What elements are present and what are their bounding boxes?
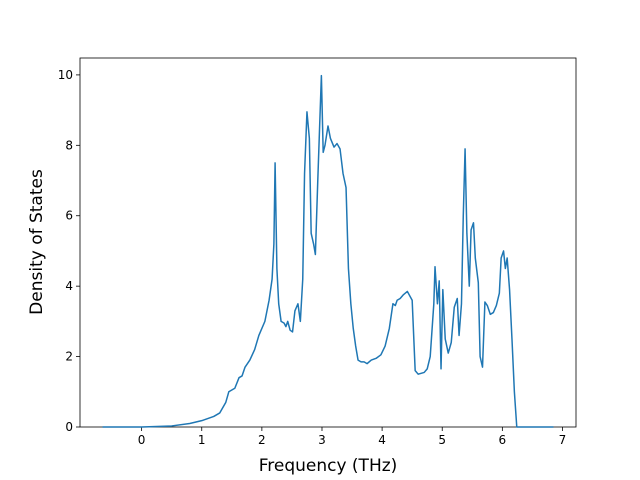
y-tick-label: 2 xyxy=(65,350,73,364)
x-tick-label: 5 xyxy=(438,433,446,447)
plot-frame xyxy=(79,57,577,428)
y-tick-label: 4 xyxy=(65,279,73,293)
x-tick-label: 7 xyxy=(559,433,567,447)
x-tick-label: 2 xyxy=(258,433,266,447)
x-axis-label: Frequency (THz) xyxy=(259,456,398,476)
x-tick-label: 0 xyxy=(138,433,146,447)
y-tick-label: 6 xyxy=(65,209,73,223)
y-axis-label: Density of States xyxy=(27,169,47,315)
x-tick-label: 6 xyxy=(499,433,507,447)
x-tick-label: 3 xyxy=(318,433,326,447)
x-tick-label: 4 xyxy=(378,433,386,447)
x-tick-label: 1 xyxy=(198,433,206,447)
y-tick-label: 10 xyxy=(58,68,73,82)
y-tick-label: 8 xyxy=(65,138,73,152)
y-tick-label: 0 xyxy=(65,420,73,434)
series-line xyxy=(102,74,554,428)
